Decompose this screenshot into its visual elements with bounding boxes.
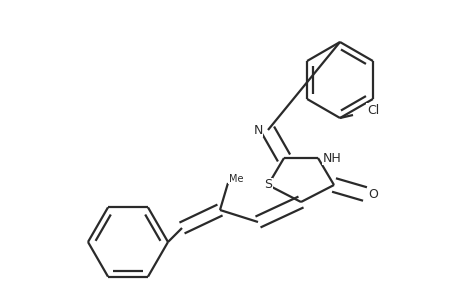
Text: O: O bbox=[367, 188, 377, 200]
Text: Cl: Cl bbox=[366, 103, 378, 116]
Text: N: N bbox=[253, 124, 262, 136]
Text: S: S bbox=[263, 178, 271, 191]
Text: NH: NH bbox=[322, 152, 341, 164]
Text: Me: Me bbox=[228, 174, 243, 184]
